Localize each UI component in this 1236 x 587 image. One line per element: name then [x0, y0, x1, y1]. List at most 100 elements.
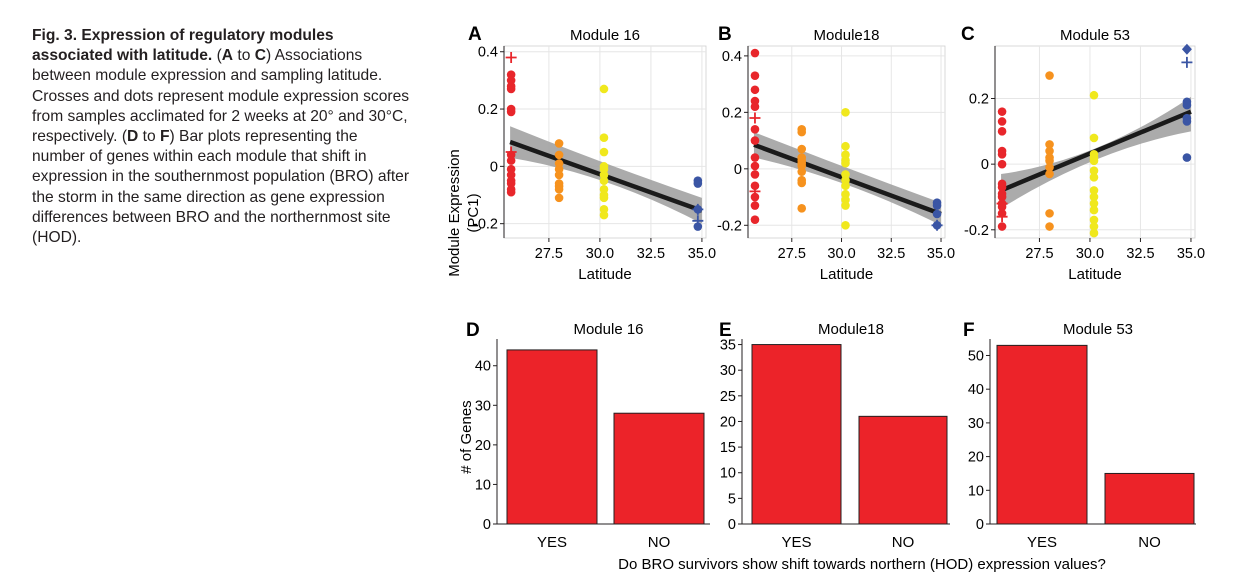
data-point-dot [1089, 90, 1099, 100]
caption-body: (A to C) Associations between module exp… [32, 47, 409, 246]
y-tick-label: 10 [720, 466, 736, 482]
x-axis-label: Latitude [578, 266, 631, 283]
data-point-dot [750, 192, 760, 202]
category-label: NO [648, 534, 671, 551]
data-point-dot [1045, 140, 1054, 149]
y-tick-label: -0.2 [717, 218, 742, 234]
y-tick-label: 20 [475, 438, 491, 454]
panel-title: Module 16 [573, 321, 643, 338]
data-point-dot [841, 181, 850, 191]
data-point-dot [750, 153, 760, 162]
data-point-dot [997, 127, 1007, 136]
panel-letter: B [718, 24, 732, 45]
bar-no [613, 412, 705, 525]
data-point-dot [506, 107, 516, 117]
data-point-dot [1182, 117, 1192, 126]
y-tick-label: 40 [475, 359, 491, 375]
data-point-dot [750, 85, 760, 95]
data-point-cross [996, 211, 1008, 223]
bar-yes [506, 349, 598, 525]
x-tick-label: 35.0 [1177, 246, 1205, 262]
category-label: YES [537, 534, 567, 551]
bar-xlabel: Do BRO survivors show shift towards nort… [618, 556, 1106, 573]
y-tick-label: 30 [475, 398, 491, 414]
data-point-dot [599, 133, 609, 143]
data-point-dot [693, 179, 703, 188]
data-point-dot [1045, 71, 1054, 80]
data-point-dot [554, 150, 564, 160]
data-point-dot [997, 222, 1007, 231]
scatter-panel-B: 0.4 0.2 0 -0.2 27.5 30.0 32.5 35.0 Module18 Latit… [717, 24, 955, 283]
y-tick-label: 0 [483, 517, 491, 533]
data-point-dot [997, 150, 1007, 159]
data-point-cross [505, 146, 517, 158]
data-point-dot [750, 215, 760, 224]
scatter-ylabel-line2: (PC1) [465, 193, 482, 232]
panel-letter: C [961, 24, 975, 45]
data-point-cross [692, 215, 704, 227]
data-point-dot [750, 136, 760, 145]
data-point-dot [1089, 133, 1099, 143]
data-point-dot [1089, 199, 1099, 208]
caption-text: ) Associations between module expression… [32, 47, 410, 146]
x-tick-label: 30.0 [827, 246, 855, 262]
data-point-dot [750, 102, 760, 112]
x-tick-label: 32.5 [877, 246, 905, 262]
data-point-dot [932, 209, 942, 219]
category-label: NO [892, 534, 915, 551]
data-point-dot [1182, 153, 1192, 162]
y-tick-label: 0 [734, 162, 742, 178]
data-point-dot [1089, 166, 1099, 176]
y-tick-label: -0.2 [964, 223, 989, 239]
data-point-dot [506, 187, 516, 197]
y-tick-label: 5 [728, 491, 736, 507]
data-point-cross [505, 51, 517, 63]
bar-panel-D: YES NO 0 10 20 30 40 Module 16 D [466, 320, 710, 551]
data-point-dot [599, 84, 609, 94]
data-point-dot [1089, 205, 1099, 215]
y-tick-label: -0.2 [473, 217, 498, 233]
y-tick-label: 0 [728, 517, 736, 533]
data-point-dot [554, 170, 564, 180]
data-point-dot [554, 184, 564, 194]
data-point-cross [996, 198, 1008, 210]
panel-letter: E [719, 320, 732, 341]
data-point-dot [750, 181, 760, 191]
data-point-dot [997, 182, 1007, 192]
data-point-dot [506, 84, 516, 94]
y-tick-label: 0.2 [478, 102, 498, 118]
data-point-dot [506, 156, 516, 165]
data-point-cross [749, 185, 761, 197]
data-point-dot [797, 167, 807, 176]
caption-title: Fig. 3. Expression of regulatory modules… [32, 27, 334, 65]
bar-no [1104, 472, 1195, 525]
data-point-cross [1181, 56, 1193, 68]
data-point-dot [750, 161, 760, 171]
category-label: YES [781, 534, 811, 551]
panel-title: Module18 [814, 27, 880, 44]
data-point-dot [1089, 222, 1099, 231]
data-point-dot [1045, 222, 1054, 231]
data-point-dot [841, 108, 850, 117]
bar-panel-F: YES NO 0 10 20 30 40 50 Module 53 F [963, 320, 1196, 551]
data-point-diamond [1181, 43, 1192, 55]
bar-yes [751, 344, 842, 525]
category-label: NO [1138, 534, 1161, 551]
data-point-dot [841, 141, 850, 151]
category-label: YES [1027, 534, 1057, 551]
data-point-cross [931, 219, 943, 231]
data-point-dot [599, 147, 609, 157]
y-tick-label: 20 [968, 450, 984, 466]
caption-text: to [138, 128, 160, 146]
y-tick-label: 0.4 [722, 49, 742, 65]
x-tick-label: 27.5 [778, 246, 806, 262]
scatter-panel-A: 0.4 0.2 0 -0.2 27.5 30.0 32.5 35.0 Module 16 Lati… [468, 24, 716, 283]
x-tick-label: 27.5 [1025, 246, 1053, 262]
panel-letter: F [963, 320, 975, 341]
data-point-dot [599, 210, 609, 220]
data-point-dot [599, 176, 609, 185]
caption-panel-ref: D [127, 128, 139, 146]
data-point-dot [797, 178, 807, 188]
data-point-dot [1089, 186, 1099, 195]
data-point-dot [1089, 215, 1099, 225]
